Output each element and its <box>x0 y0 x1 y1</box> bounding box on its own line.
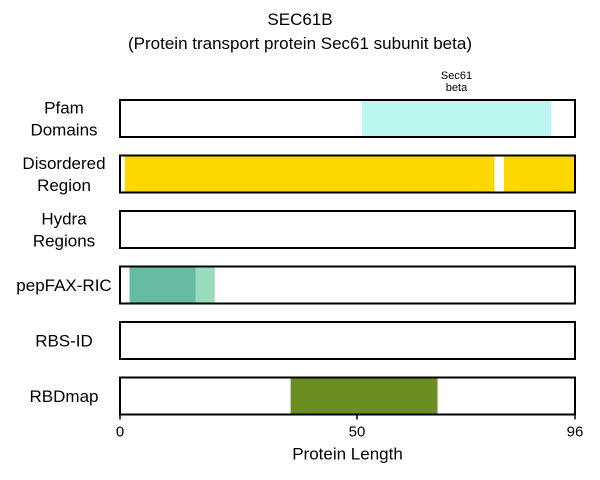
feature-pepfax-ric-0 <box>129 267 196 303</box>
track-label-rbdmap: RBDmap <box>30 387 99 406</box>
feature-rbdmap-0 <box>290 378 438 414</box>
chart-title: SEC61B <box>267 10 333 29</box>
track-frame-pfam-domains <box>119 99 576 138</box>
track-frame-pepfax-ric <box>119 265 576 305</box>
track-label-pfam-domains: Pfam Domains <box>30 99 97 140</box>
track-label-rbs-id: RBS-ID <box>35 332 93 351</box>
feature-disordered-region-1 <box>503 156 575 192</box>
x-axis-label: Protein Length <box>292 445 403 464</box>
feature-disordered-region-0 <box>124 156 495 192</box>
track-label-pepfax-ric: pepFAX-RIC <box>16 276 111 295</box>
track-frame-rbs-id <box>119 321 576 360</box>
x-tick-label-96: 96 <box>567 424 584 441</box>
feature-pfam-domains-0 <box>361 101 552 136</box>
track-label-hydra-regions: Hydra Regions <box>33 210 95 251</box>
track-frame-disordered-region <box>119 154 576 194</box>
track-label-disordered-region: Disordered Region <box>22 154 105 195</box>
track-frame-rbdmap <box>119 376 576 416</box>
chart-subtitle: (Protein transport protein Sec61 subunit… <box>128 34 472 53</box>
track-frame-hydra-regions <box>119 210 576 249</box>
x-tick-label-50: 50 <box>349 424 366 441</box>
domain-label-pfam-domains-0: Sec61 beta <box>441 70 472 94</box>
x-tick-label-0: 0 <box>116 424 124 441</box>
feature-pepfax-ric-1 <box>195 267 215 303</box>
